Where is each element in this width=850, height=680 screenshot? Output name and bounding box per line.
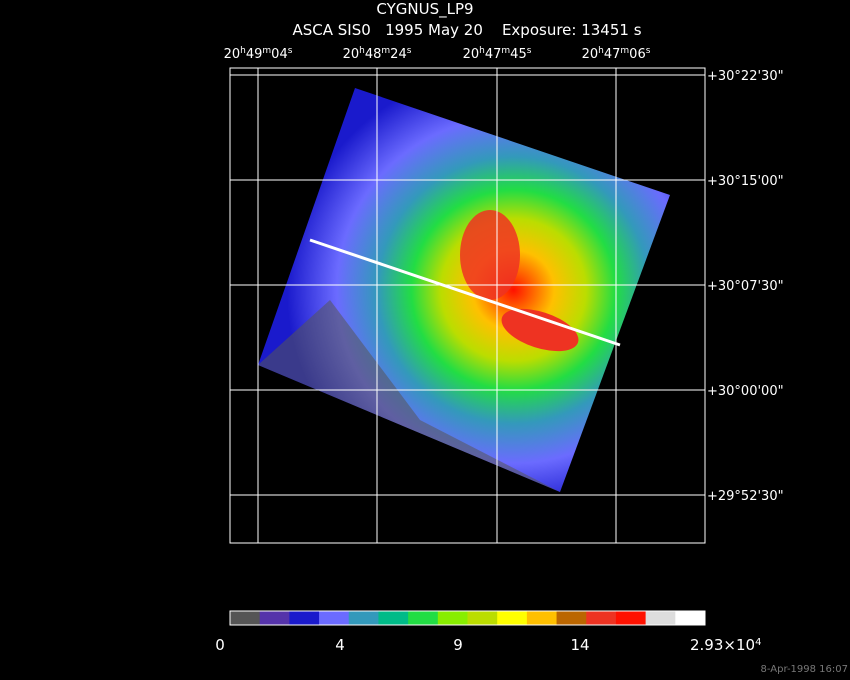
ra-label: 20h47m45s <box>463 46 532 62</box>
colorbar-cell <box>408 611 439 625</box>
timestamp: 8-Apr-1998 16:07 <box>761 664 848 675</box>
dec-label: +29°52'30" <box>707 489 784 504</box>
colorbar-max-label: 2.93×104 <box>690 636 761 654</box>
dec-label: +30°07'30" <box>707 279 784 294</box>
dec-label: +30°22'30" <box>707 69 784 84</box>
ra-unit: m <box>262 46 271 56</box>
ra-unit: m <box>620 46 629 56</box>
ra-value: 48 <box>365 47 382 62</box>
colorbar-cell <box>675 611 706 625</box>
dec-label: +30°00'00" <box>707 384 784 399</box>
ra-label: 20h48m24s <box>343 46 412 62</box>
colorbar-cell <box>289 611 320 625</box>
colorbar-cell <box>378 611 409 625</box>
subtitle: ASCA SIS0 1995 May 20 Exposure: 13451 s <box>292 21 641 39</box>
low-region <box>258 300 560 492</box>
ra-value: 45 <box>510 47 527 62</box>
ra-label: 20h47m06s <box>582 46 651 62</box>
colorbar-cell <box>437 611 468 625</box>
ra-value: 47 <box>604 47 621 62</box>
labels: 20h49m04s 20h48m24s 20h47m45s 20h47m06s+30°… <box>224 46 784 504</box>
max-mantissa: 2.93×10 <box>690 636 755 654</box>
ra-unit: h <box>479 46 485 56</box>
colorbar-cell <box>319 611 350 625</box>
ra-value: 06 <box>629 47 646 62</box>
ra-value: 24 <box>390 47 407 62</box>
ra-label: 20h49m04s <box>224 46 293 62</box>
colorbar-tick-label: 9 <box>453 636 463 654</box>
ra-unit: h <box>598 46 604 56</box>
frame <box>229 67 706 544</box>
colorbar-cell <box>645 611 676 625</box>
ra-unit: h <box>240 46 246 56</box>
grid <box>229 67 706 544</box>
ra-value: 49 <box>246 47 263 62</box>
colorbar-cell <box>230 611 261 625</box>
colorbar-tick-label: 4 <box>335 636 345 654</box>
colorbar-tick-label: 0 <box>215 636 225 654</box>
ra-unit: m <box>381 46 390 56</box>
ra-unit: s <box>527 46 532 56</box>
dec-label: +30°15'00" <box>707 174 784 189</box>
hot-spot <box>460 210 520 300</box>
colorbar-frame <box>229 610 706 626</box>
colorbar-cell <box>348 611 379 625</box>
colorbar-cell <box>556 611 587 625</box>
stripe <box>309 238 621 347</box>
max-exponent: 4 <box>755 637 761 648</box>
colorbar-cell <box>259 611 290 625</box>
ra-value: 04 <box>271 47 288 62</box>
ra-value: 47 <box>485 47 502 62</box>
ra-value: 20 <box>343 47 360 62</box>
ra-value: 20 <box>463 47 480 62</box>
ra-unit: h <box>359 46 365 56</box>
title: CYGNUS_LP9 <box>376 0 473 19</box>
colorbar-tick-label: 14 <box>570 636 589 654</box>
colorbar-cell <box>497 611 528 625</box>
colorbar-cell <box>615 611 647 625</box>
ra-unit: m <box>501 46 510 56</box>
colorbar: 0 4 9 14 2.93×104 <box>215 610 761 654</box>
colorbar-cell <box>586 611 617 625</box>
hot-spot <box>501 308 579 352</box>
ra-value: 20 <box>582 47 599 62</box>
colorbar-cell <box>526 611 558 625</box>
ra-value: 20 <box>224 47 241 62</box>
xray-image <box>258 88 670 492</box>
colorbar-cell <box>467 611 498 625</box>
ra-unit: s <box>646 46 651 56</box>
ra-unit: s <box>407 46 412 56</box>
ra-unit: s <box>288 46 293 56</box>
